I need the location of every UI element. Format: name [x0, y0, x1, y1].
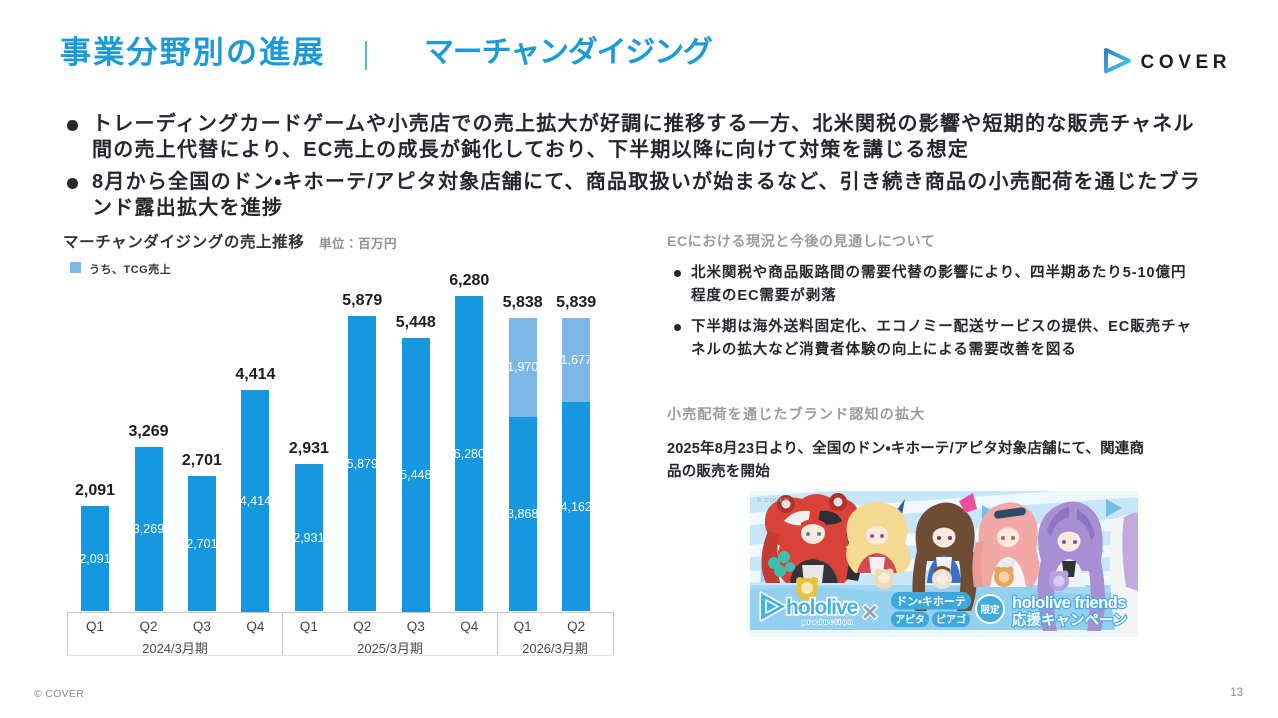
svg-text:hololive: hololive [786, 596, 858, 619]
svg-text:© COVER: © COVER [757, 497, 789, 504]
svg-text:応援キャンペーン: 応援キャンペーン [1012, 611, 1127, 629]
svg-text:アピタ: アピタ [895, 614, 925, 626]
svg-text:×: × [862, 597, 878, 627]
svg-text:hololive friends: hololive friends [1012, 594, 1126, 612]
svg-text:production: production [802, 619, 854, 626]
svg-text:ピアゴ: ピアゴ [936, 613, 966, 626]
svg-text:ドン・キホーテ: ドン・キホーテ [896, 595, 966, 608]
svg-text:COVER: COVER [1141, 52, 1231, 73]
svg-text:限定: 限定 [980, 604, 1000, 616]
